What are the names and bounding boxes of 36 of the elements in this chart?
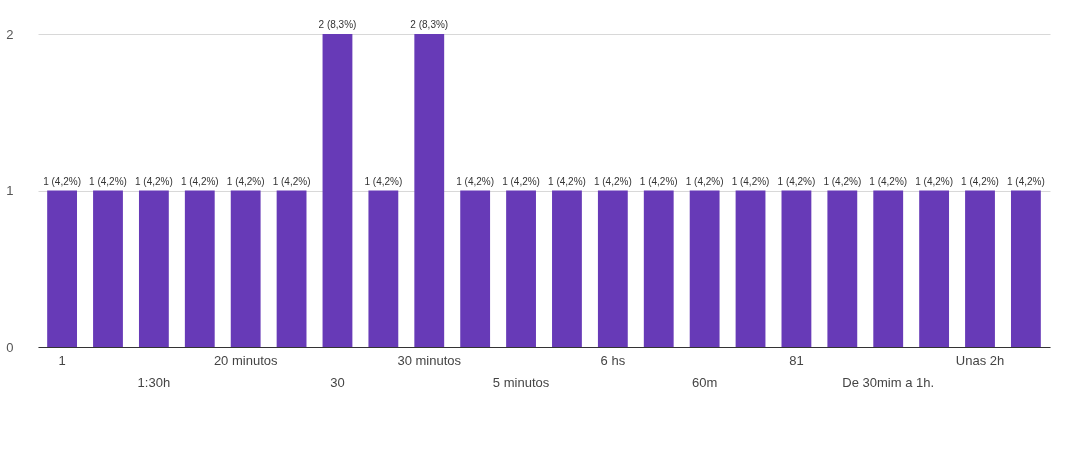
data-label: 1 (4,2%)	[823, 175, 862, 187]
data-label: 1 (4,2%)	[593, 175, 632, 187]
data-label: 1 (4,2%)	[915, 175, 954, 187]
x-tick-label: Unas 2h	[955, 353, 1005, 368]
x-tick-label: 60m	[691, 375, 718, 390]
x-tick-label: 5 minutos	[492, 375, 550, 390]
y-tick-label: 0	[6, 339, 14, 355]
data-label: 1 (4,2%)	[134, 175, 173, 187]
data-label: 1 (4,2%)	[272, 175, 311, 187]
data-label: 1 (4,2%)	[685, 175, 724, 187]
x-tick-label: 6 hs	[600, 353, 626, 368]
data-label: 1 (4,2%)	[961, 175, 999, 187]
y-tick-label: 1	[6, 183, 14, 198]
data-label: 1 (4,2%)	[226, 175, 265, 187]
data-label: 1 (4,2%)	[869, 175, 908, 187]
data-label: 2 (8,3%)	[410, 19, 449, 30]
x-tick-label: De 30mim a 1h.	[842, 375, 935, 390]
data-label: 1 (4,2%)	[731, 175, 770, 187]
data-label: 1 (4,2%)	[89, 175, 127, 187]
x-tick-label: 1:30h	[137, 375, 171, 390]
data-label: 2 (8,3%)	[318, 19, 357, 30]
x-tick-label: 30 minutos	[397, 353, 462, 368]
data-label: 1 (4,2%)	[43, 175, 81, 187]
data-label: 1 (4,2%)	[502, 175, 540, 187]
data-label: 1 (4,2%)	[639, 175, 678, 187]
x-tick-label: 1	[58, 353, 66, 368]
x-tick-label: 81	[789, 353, 804, 368]
y-tick-label: 2	[6, 26, 14, 42]
data-label: 1 (4,2%)	[456, 175, 495, 187]
x-tick-label: 20 minutos	[213, 353, 278, 368]
data-label: 1 (4,2%)	[548, 175, 586, 187]
data-label: 1 (4,2%)	[777, 175, 816, 187]
x-tick-label: 30	[330, 375, 345, 390]
data-label: 1 (4,2%)	[1007, 175, 1045, 187]
data-label: 1 (4,2%)	[180, 175, 219, 187]
data-label: 1 (4,2%)	[364, 175, 403, 187]
